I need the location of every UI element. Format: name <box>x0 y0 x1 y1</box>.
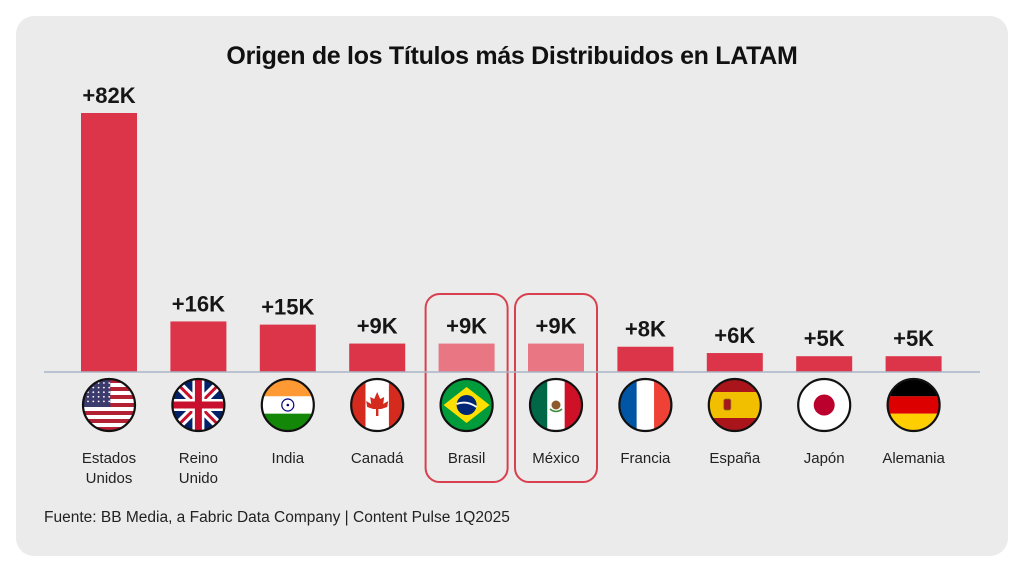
bar-value-label: +9K <box>536 314 577 339</box>
bar <box>528 343 584 372</box>
bar <box>706 353 763 372</box>
highlight-frame <box>424 293 509 483</box>
bar <box>617 346 674 372</box>
flag-ring <box>618 377 673 433</box>
bar <box>170 321 227 372</box>
bar-value-label: +9K <box>446 314 487 339</box>
bar-value-label: +5K <box>804 326 845 351</box>
flag-ring <box>81 377 137 433</box>
category-label: México <box>532 450 580 467</box>
bar-value-label: +9K <box>357 314 398 339</box>
bar <box>349 343 406 372</box>
category-label: Brasil <box>448 450 486 467</box>
category-label: Unidos <box>86 470 133 487</box>
bar <box>259 324 316 372</box>
spain-flag-icon <box>708 379 761 431</box>
chart-title: Origen de los Títulos más Distribuidos e… <box>226 42 798 70</box>
bar <box>796 356 853 372</box>
category-label: Reino <box>179 450 218 467</box>
category-label: España <box>709 450 761 467</box>
bar-value-label: +15K <box>261 295 314 320</box>
category-label: India <box>272 450 305 467</box>
category-label: Unido <box>179 470 218 487</box>
bar <box>81 113 137 372</box>
flag-ring <box>528 377 584 433</box>
category-label: Estados <box>82 450 136 467</box>
category-label: Canadá <box>351 450 404 467</box>
bar-value-label: +16K <box>172 291 225 316</box>
brazil-flag-icon <box>440 379 493 431</box>
bar-value-label: +8K <box>625 317 666 342</box>
flag-ring <box>707 377 762 433</box>
flag-ring <box>171 377 226 433</box>
category-label: Japón <box>804 450 845 467</box>
category-label: Alemania <box>882 450 945 467</box>
flag-ring <box>350 377 405 433</box>
bar-value-label: +82K <box>82 83 135 108</box>
bar <box>885 356 942 372</box>
flag-ring <box>886 377 941 433</box>
highlight-frame <box>514 293 598 483</box>
uk-flag-icon <box>172 379 225 431</box>
flag-ring <box>797 377 852 433</box>
bar-value-label: +6K <box>714 323 755 348</box>
category-label: Francia <box>620 450 671 467</box>
flag-ring <box>260 377 315 433</box>
bar <box>438 343 495 372</box>
bar-value-label: +5K <box>893 326 934 351</box>
us-flag-icon <box>83 379 135 431</box>
japan-flag-icon <box>798 379 851 431</box>
flag-ring <box>439 377 494 433</box>
source-note: Fuente: BB Media, a Fabric Data Company … <box>44 509 510 526</box>
chart-card <box>16 16 1008 556</box>
